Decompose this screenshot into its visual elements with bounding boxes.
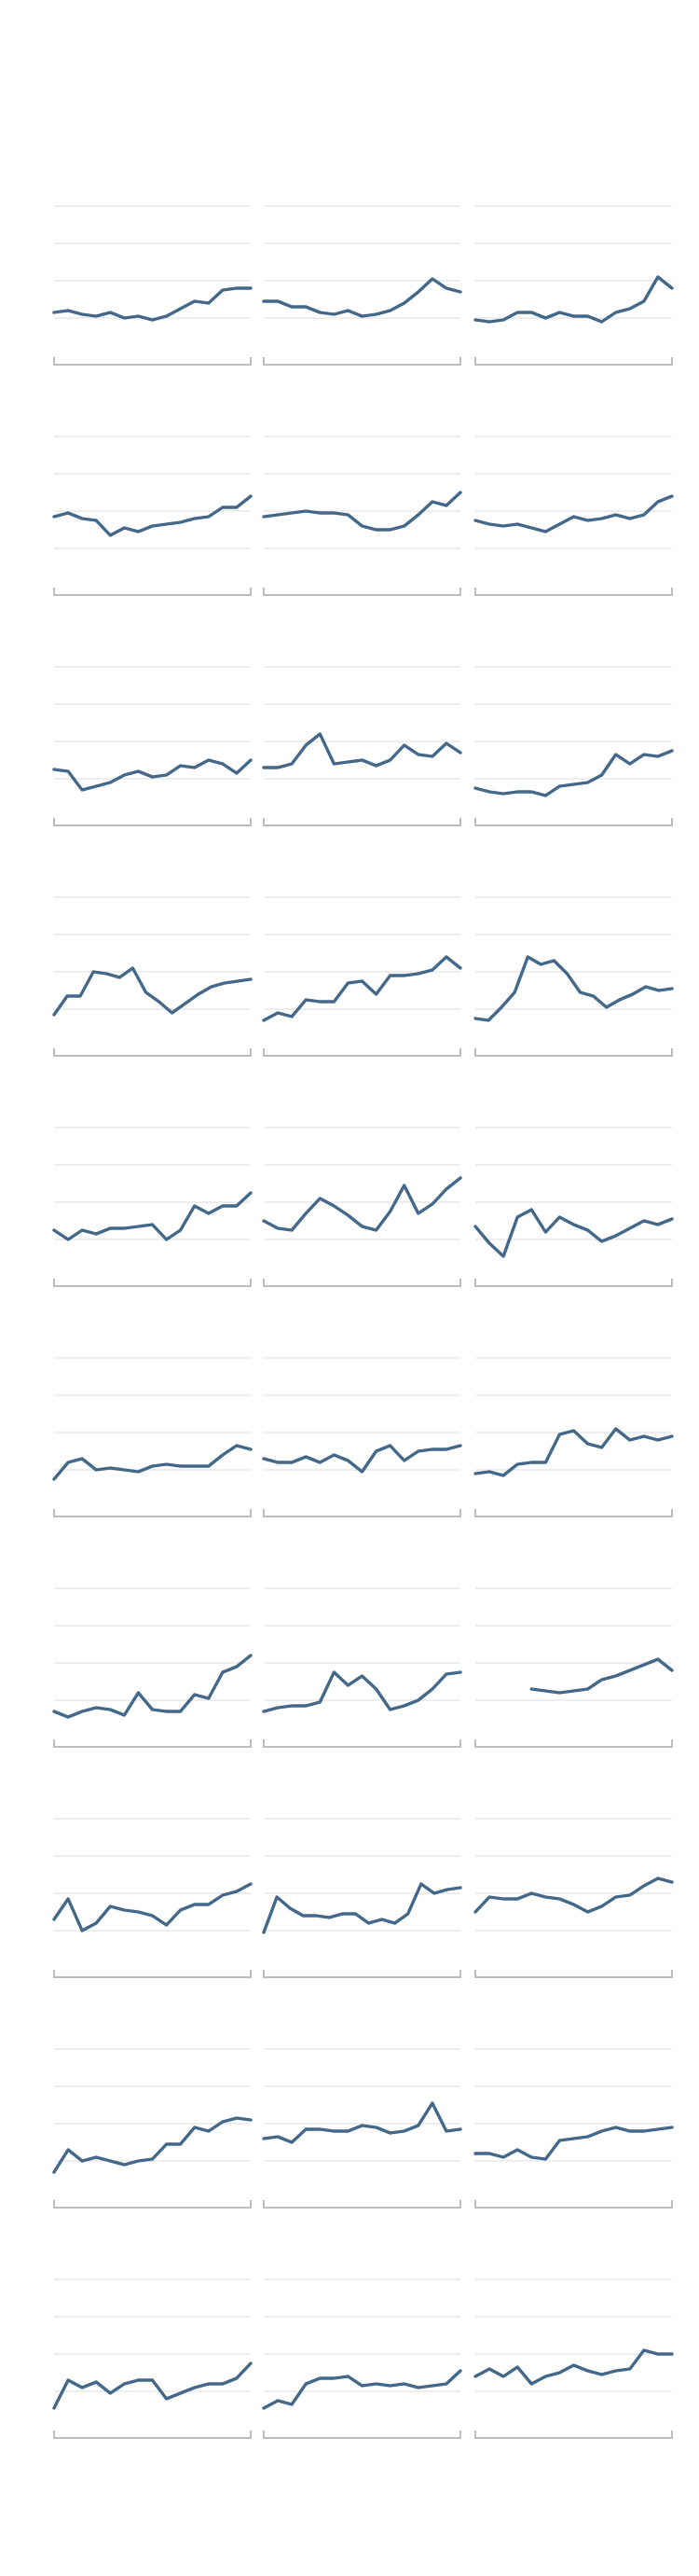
x-axis	[53, 818, 252, 826]
x-axis	[474, 2431, 673, 2439]
x-axis	[53, 1970, 252, 1978]
x-axis	[263, 2431, 461, 2439]
panel-r4-c1	[52, 896, 253, 1057]
series-line	[529, 1657, 674, 1695]
panel-r10-c3	[473, 2278, 674, 2439]
panel-r8-c1	[52, 1818, 253, 1978]
x-axis	[53, 2200, 252, 2209]
panel-r2-c2	[262, 436, 462, 596]
panel-r3-c1	[52, 666, 253, 826]
panel-r3-c2	[262, 666, 462, 826]
panel-r9-c3	[473, 2048, 674, 2209]
panel-r5-c1	[52, 1127, 253, 1287]
series-line	[52, 2116, 253, 2174]
x-axis	[474, 357, 673, 366]
series-line	[473, 2126, 674, 2161]
x-axis	[474, 588, 673, 596]
x-axis	[474, 2200, 673, 2209]
series-line	[473, 1427, 674, 1477]
x-axis	[474, 1048, 673, 1057]
x-axis	[53, 1279, 252, 1287]
series-line	[52, 1444, 253, 1481]
x-axis	[53, 1048, 252, 1057]
series-line	[52, 1654, 253, 1719]
panel-r8-c3	[473, 1818, 674, 1978]
x-axis	[53, 1739, 252, 1748]
x-axis	[263, 588, 461, 596]
panel-r5-c3	[473, 1127, 674, 1287]
x-axis	[53, 357, 252, 366]
x-axis	[474, 1279, 673, 1287]
panel-r7-c1	[52, 1587, 253, 1748]
x-axis	[53, 2431, 252, 2439]
series-line	[52, 494, 253, 537]
series-line	[262, 491, 462, 532]
x-axis	[263, 357, 461, 366]
panel-r2-c1	[52, 436, 253, 596]
panel-r5-c2	[262, 1127, 462, 1287]
panel-r7-c2	[262, 1587, 462, 1748]
series-line	[473, 955, 674, 1022]
series-line	[52, 1191, 253, 1241]
series-line	[52, 2361, 253, 2410]
series-line	[473, 1877, 674, 1914]
series-line	[262, 1176, 462, 1232]
panel-r4-c3	[473, 896, 674, 1057]
panel-r6-c3	[473, 1357, 674, 1517]
panel-r10-c1	[52, 2278, 253, 2439]
x-axis	[474, 1970, 673, 1978]
x-axis	[474, 1739, 673, 1748]
panel-r8-c2	[262, 1818, 462, 1978]
series-line	[473, 749, 674, 797]
series-line	[52, 758, 253, 792]
series-line	[262, 732, 462, 769]
series-line	[262, 277, 462, 318]
x-axis	[474, 818, 673, 826]
x-axis	[263, 1509, 461, 1517]
panel-r9-c1	[52, 2048, 253, 2209]
panel-r7-c3	[474, 1587, 674, 1748]
x-axis	[474, 1509, 673, 1517]
series-line	[473, 2348, 674, 2386]
series-line	[52, 966, 253, 1017]
x-axis	[263, 2200, 461, 2209]
panel-r6-c2	[262, 1357, 462, 1517]
series-line	[262, 2101, 462, 2144]
series-line	[473, 275, 674, 324]
panel-r10-c2	[262, 2278, 462, 2439]
series-line	[262, 1882, 462, 1934]
panel-r2-c3	[473, 436, 674, 596]
x-axis	[263, 818, 461, 826]
x-axis	[263, 1279, 461, 1287]
panel-r4-c2	[262, 896, 462, 1057]
x-axis	[263, 1048, 461, 1057]
panel-r3-c3	[473, 666, 674, 826]
panel-r9-c2	[262, 2048, 462, 2209]
x-axis	[53, 588, 252, 596]
series-line	[262, 1670, 462, 1713]
panel-r1-c2	[262, 205, 462, 366]
series-line	[262, 955, 462, 1022]
series-line	[52, 1882, 253, 1932]
panel-r1-c3	[473, 205, 674, 366]
series-line	[262, 2369, 462, 2410]
x-axis	[263, 1970, 461, 1978]
series-line	[262, 1444, 462, 1474]
series-line	[473, 1208, 674, 1258]
x-axis	[53, 1509, 252, 1517]
x-axis	[263, 1739, 461, 1748]
series-line	[52, 286, 253, 322]
panel-r6-c1	[52, 1357, 253, 1517]
panel-r1-c1	[52, 205, 253, 366]
series-line	[473, 494, 674, 533]
